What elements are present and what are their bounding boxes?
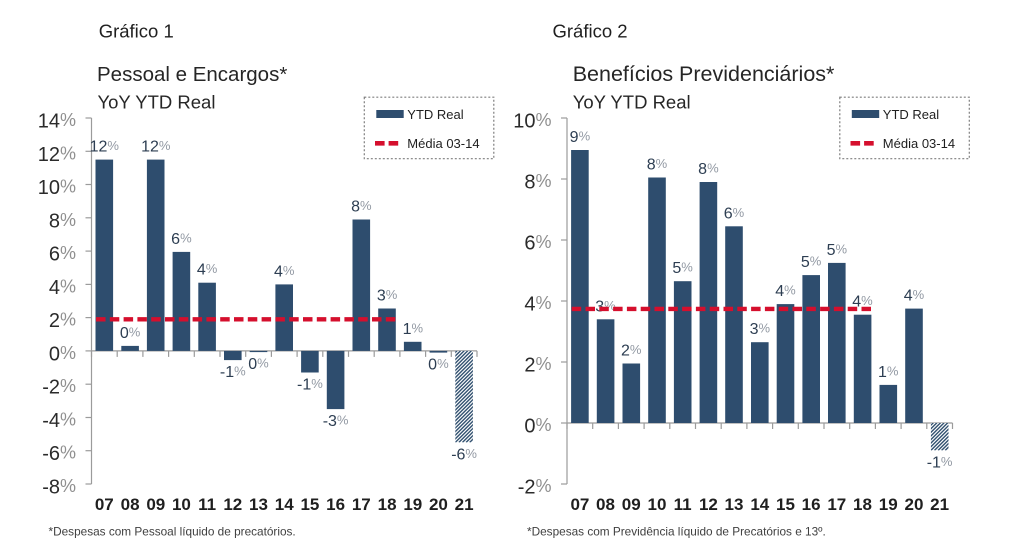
svg-text:10%: 10% bbox=[38, 177, 76, 200]
svg-text:14: 14 bbox=[750, 495, 769, 514]
svg-text:10: 10 bbox=[648, 495, 667, 514]
svg-text:2%: 2% bbox=[524, 354, 551, 377]
svg-text:3%: 3% bbox=[750, 321, 771, 339]
svg-text:15: 15 bbox=[776, 495, 795, 514]
svg-text:08: 08 bbox=[596, 495, 615, 514]
svg-text:07: 07 bbox=[95, 495, 114, 514]
svg-text:-6%: -6% bbox=[42, 443, 76, 466]
svg-text:YoY YTD Real: YoY YTD Real bbox=[573, 92, 691, 113]
svg-text:16: 16 bbox=[802, 495, 821, 514]
svg-text:9%: 9% bbox=[570, 129, 591, 147]
svg-text:0%: 0% bbox=[428, 356, 449, 374]
svg-text:*Despesas com Pessoal líquido: *Despesas com Pessoal líquido de precató… bbox=[49, 525, 296, 539]
svg-text:YTD Real: YTD Real bbox=[407, 107, 463, 122]
svg-text:11: 11 bbox=[674, 495, 692, 514]
svg-text:-1%: -1% bbox=[927, 454, 953, 472]
svg-text:-3%: -3% bbox=[323, 413, 349, 431]
svg-text:4%: 4% bbox=[775, 283, 796, 301]
svg-text:8%: 8% bbox=[49, 210, 76, 233]
svg-text:16: 16 bbox=[326, 495, 345, 514]
svg-text:0%: 0% bbox=[120, 324, 141, 342]
svg-text:15: 15 bbox=[300, 495, 319, 514]
svg-text:09: 09 bbox=[622, 495, 641, 514]
svg-text:21: 21 bbox=[930, 495, 949, 514]
svg-text:5%: 5% bbox=[827, 241, 848, 259]
svg-text:4%: 4% bbox=[274, 263, 295, 281]
svg-text:Média 03-14: Média 03-14 bbox=[883, 136, 955, 151]
svg-text:3%: 3% bbox=[377, 287, 398, 305]
svg-text:11: 11 bbox=[198, 495, 216, 514]
svg-text:4%: 4% bbox=[49, 276, 76, 299]
svg-text:6%: 6% bbox=[724, 205, 745, 223]
svg-text:-1%: -1% bbox=[220, 364, 246, 382]
svg-text:Gráfico 1: Gráfico 1 bbox=[99, 20, 174, 41]
svg-text:6%: 6% bbox=[171, 230, 192, 248]
svg-text:19: 19 bbox=[403, 495, 422, 514]
svg-text:4%: 4% bbox=[197, 261, 218, 279]
svg-text:12: 12 bbox=[699, 495, 718, 514]
svg-text:4%: 4% bbox=[904, 287, 925, 305]
svg-text:6%: 6% bbox=[49, 243, 76, 266]
svg-text:6%: 6% bbox=[524, 232, 551, 255]
svg-text:1%: 1% bbox=[878, 363, 899, 381]
svg-text:21: 21 bbox=[455, 495, 474, 514]
svg-text:10: 10 bbox=[172, 495, 191, 514]
svg-text:20: 20 bbox=[905, 495, 924, 514]
svg-text:12%: 12% bbox=[38, 143, 76, 166]
svg-text:18: 18 bbox=[378, 495, 397, 514]
svg-text:13: 13 bbox=[725, 495, 744, 514]
svg-text:8%: 8% bbox=[647, 156, 668, 174]
svg-text:09: 09 bbox=[146, 495, 165, 514]
svg-text:Média 03-14: Média 03-14 bbox=[407, 136, 479, 151]
svg-text:0%: 0% bbox=[248, 356, 269, 374]
svg-text:-4%: -4% bbox=[42, 410, 76, 433]
svg-text:8%: 8% bbox=[351, 198, 372, 216]
svg-text:07: 07 bbox=[570, 495, 589, 514]
svg-text:12: 12 bbox=[223, 495, 242, 514]
svg-text:4%: 4% bbox=[524, 293, 551, 316]
svg-text:-2%: -2% bbox=[42, 376, 76, 399]
svg-text:Gráfico 2: Gráfico 2 bbox=[553, 20, 628, 41]
svg-text:-1%: -1% bbox=[297, 376, 323, 394]
svg-text:8%: 8% bbox=[524, 171, 551, 194]
svg-text:5%: 5% bbox=[801, 254, 822, 272]
svg-text:08: 08 bbox=[121, 495, 140, 514]
svg-text:14: 14 bbox=[275, 495, 294, 514]
svg-text:-6%: -6% bbox=[451, 446, 477, 464]
svg-text:8%: 8% bbox=[698, 161, 719, 179]
svg-text:YTD Real: YTD Real bbox=[883, 107, 939, 122]
svg-text:17: 17 bbox=[827, 495, 846, 514]
svg-text:20: 20 bbox=[429, 495, 448, 514]
svg-text:14%: 14% bbox=[38, 110, 76, 133]
svg-text:1%: 1% bbox=[403, 320, 424, 338]
svg-text:17: 17 bbox=[352, 495, 371, 514]
svg-text:YoY YTD Real: YoY YTD Real bbox=[98, 92, 216, 113]
svg-text:12%: 12% bbox=[141, 138, 171, 156]
svg-text:-2%: -2% bbox=[518, 476, 552, 499]
svg-text:3%: 3% bbox=[595, 298, 616, 316]
svg-text:5%: 5% bbox=[672, 260, 693, 278]
svg-text:*Despesas com Previdência líqu: *Despesas com Previdência líquido de Pre… bbox=[527, 525, 826, 539]
svg-text:0%: 0% bbox=[49, 343, 76, 366]
svg-text:0%: 0% bbox=[524, 415, 551, 438]
svg-text:-8%: -8% bbox=[42, 476, 76, 499]
svg-text:4%: 4% bbox=[852, 293, 873, 311]
svg-text:2%: 2% bbox=[49, 310, 76, 333]
svg-text:Benefícios Previdenciários*: Benefícios Previdenciários* bbox=[573, 62, 835, 86]
svg-text:Pessoal e Encargos*: Pessoal e Encargos* bbox=[97, 63, 287, 86]
svg-text:18: 18 bbox=[853, 495, 872, 514]
svg-text:12%: 12% bbox=[90, 138, 120, 156]
svg-text:13: 13 bbox=[249, 495, 268, 514]
svg-text:10%: 10% bbox=[513, 110, 551, 133]
svg-text:19: 19 bbox=[879, 495, 898, 514]
svg-text:2%: 2% bbox=[621, 342, 642, 360]
